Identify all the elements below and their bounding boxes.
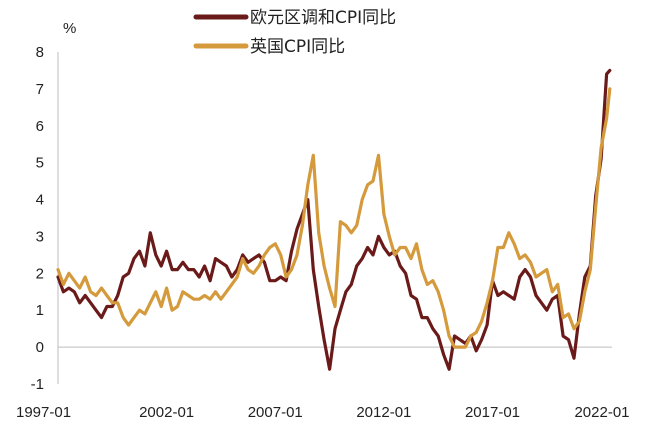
- x-tick-label: 2022-01: [574, 404, 629, 421]
- x-tick-label: 2007-01: [248, 404, 303, 421]
- y-tick-label: 2: [36, 265, 44, 282]
- y-tick-label: 1: [36, 302, 44, 319]
- y-tick-label: 5: [36, 155, 44, 172]
- x-tick-label: 2012-01: [356, 404, 411, 421]
- x-tick-label: 1997-01: [16, 404, 71, 421]
- series-line-uk: [56, 87, 612, 349]
- series-line-eurozone: [56, 68, 612, 371]
- x-tick-labels: 1997-01 2002-01 2007-01 2012-01 2017-01 2022-…: [16, 404, 630, 421]
- legend: 欧元区调和CPI同比 英国CPI同比: [193, 8, 396, 57]
- y-tick-label: 8: [36, 44, 44, 61]
- legend-label-eurozone: 欧元区调和CPI同比: [250, 8, 396, 28]
- y-tick-label: 6: [36, 118, 44, 135]
- y-tick-label: -1: [31, 376, 44, 393]
- series-layer: [56, 68, 612, 371]
- y-tick-label: 3: [36, 228, 44, 245]
- y-tick-label: 7: [36, 81, 44, 98]
- y-tick-label: 4: [36, 192, 44, 209]
- legend-label-uk: 英国CPI同比: [250, 37, 345, 57]
- y-tick-labels: -1 0 1 2 3 4 5 6 7 8: [31, 44, 44, 393]
- x-tick-label: 2017-01: [465, 404, 520, 421]
- y-axis-unit-label: %: [63, 20, 76, 37]
- x-tick-label: 2002-01: [139, 404, 194, 421]
- y-tick-label: 0: [36, 339, 44, 356]
